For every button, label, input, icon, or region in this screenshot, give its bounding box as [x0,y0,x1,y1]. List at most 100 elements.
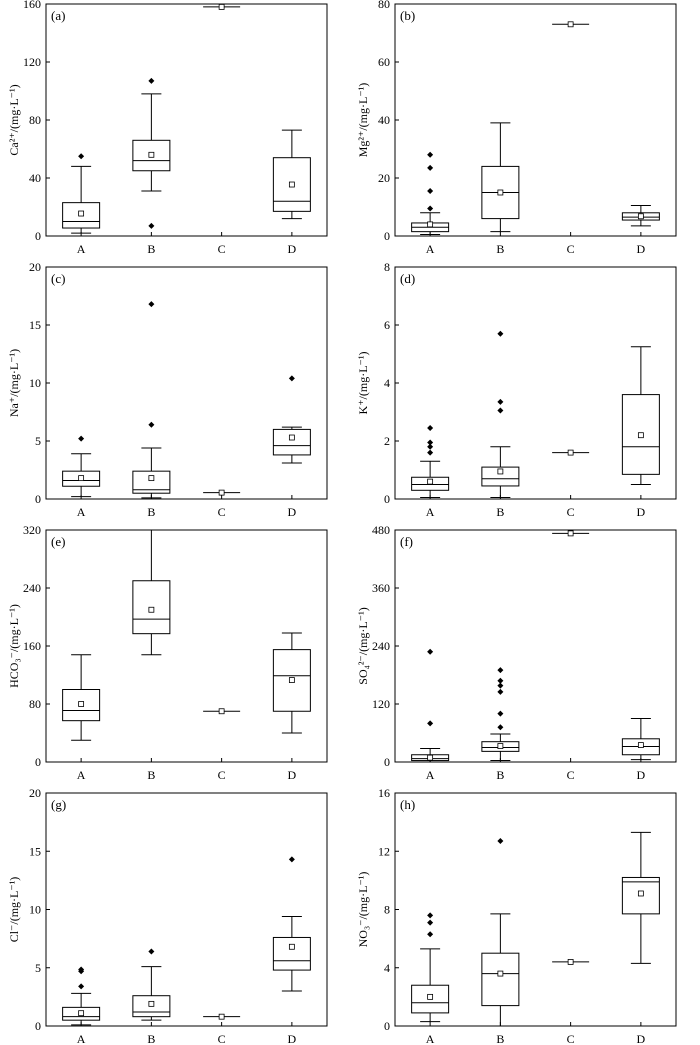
y-tick-label: 0 [384,755,390,769]
box-group [411,151,450,236]
y-axis-label: Cl⁻/(mg·L⁻¹) [7,877,21,943]
x-tick-label: B [147,768,155,782]
mean-marker [78,210,85,217]
x-tick-label: D [637,505,646,519]
plot-frame [394,529,677,763]
y-tick-label: 60 [378,55,390,69]
mean-marker [427,754,434,761]
x-tick-label: D [288,242,297,256]
box-group [272,632,311,734]
box-group [62,654,101,741]
mean-marker [427,478,434,485]
chart-panel: (h) 0 4 8 12 16 NO₃⁻/(mg·L⁻¹) A B C D [356,786,677,1045]
x-tick-label: C [567,768,575,782]
outlier-point [288,856,295,863]
y-tick-label: 80 [378,0,390,11]
y-tick-label: 240 [23,581,41,595]
x-tick-label: A [426,1032,435,1045]
mean-marker [497,468,504,475]
outlier-point [427,919,434,926]
x-tick-label: B [496,505,504,519]
y-axis-label: NO₃⁻/(mg·L⁻¹) [356,872,370,948]
x-tick-label: A [426,505,435,519]
outlier-point [497,407,504,414]
mean-marker [497,970,504,977]
y-tick-label: 10 [29,376,41,390]
y-tick-label: 20 [29,786,41,800]
mean-marker [637,213,644,220]
box-group [272,856,311,992]
mean-marker [218,708,225,715]
x-tick-label: A [426,242,435,256]
mean-marker [218,489,225,496]
box-group [621,205,660,227]
iqr-box [272,428,311,456]
y-tick-label: 16 [378,786,390,800]
x-tick-label: D [637,242,646,256]
y-tick-label: 40 [378,113,390,127]
box-group [203,4,241,10]
mean-marker [288,943,295,950]
x-tick-label: D [637,768,646,782]
y-tick-label: 0 [384,1019,390,1033]
mean-marker [78,1010,85,1017]
panel-label: (e) [51,534,65,549]
x-tick-label: C [218,1032,226,1045]
outlier-point [497,688,504,695]
panel-label: (f) [400,534,413,549]
box-group [203,708,241,715]
mean-marker [637,742,644,748]
outlier-point [427,205,434,212]
y-tick-label: 120 [23,55,41,69]
mean-marker [78,701,85,707]
mean-marker [427,993,434,1000]
outlier-point [288,375,295,382]
y-tick-label: 80 [29,697,41,711]
y-tick-label: 20 [378,171,390,185]
x-tick-label: A [77,1032,86,1045]
x-tick-label: D [288,1032,297,1045]
outlier-point [78,983,85,990]
mean-marker [148,475,155,482]
x-tick-label: B [496,242,504,256]
box-group [621,718,660,761]
box-group [411,648,450,763]
outlier-point [148,77,155,84]
y-tick-label: 5 [35,961,41,975]
y-tick-label: 4 [384,376,390,390]
plot-frame [45,529,328,763]
outlier-point [148,301,155,308]
y-tick-label: 0 [35,492,41,506]
y-tick-label: 240 [372,639,390,653]
box-group [203,489,241,496]
box-group [203,1013,241,1020]
mean-marker [78,475,85,482]
mean-marker [288,181,295,188]
x-tick-label: C [218,505,226,519]
mean-marker [218,4,225,10]
outlier-point [497,667,504,674]
mean-marker [148,151,155,158]
x-tick-label: A [77,768,86,782]
box-group [411,912,450,1023]
mean-marker [218,1013,225,1020]
outlier-point [427,151,434,158]
x-tick-label: D [637,1032,646,1045]
y-tick-label: 480 [372,523,390,537]
y-tick-label: 15 [29,844,41,858]
x-tick-label: B [147,1032,155,1045]
outlier-point [148,421,155,428]
box-group [481,330,520,499]
x-tick-label: C [218,242,226,256]
y-axis-label: SO₄²⁻/(mg·L⁻¹) [356,607,370,684]
y-axis-label: HCO₃⁻/(mg·L⁻¹) [7,604,21,688]
outlier-point [78,966,85,973]
box-group [621,346,660,485]
outlier-point [78,435,85,442]
y-axis-label: Mg²⁺/(mg·L⁻¹) [356,83,370,158]
box-group [132,301,171,499]
panel-label: (d) [400,271,415,286]
x-tick-label: D [288,505,297,519]
x-tick-label: A [77,505,86,519]
